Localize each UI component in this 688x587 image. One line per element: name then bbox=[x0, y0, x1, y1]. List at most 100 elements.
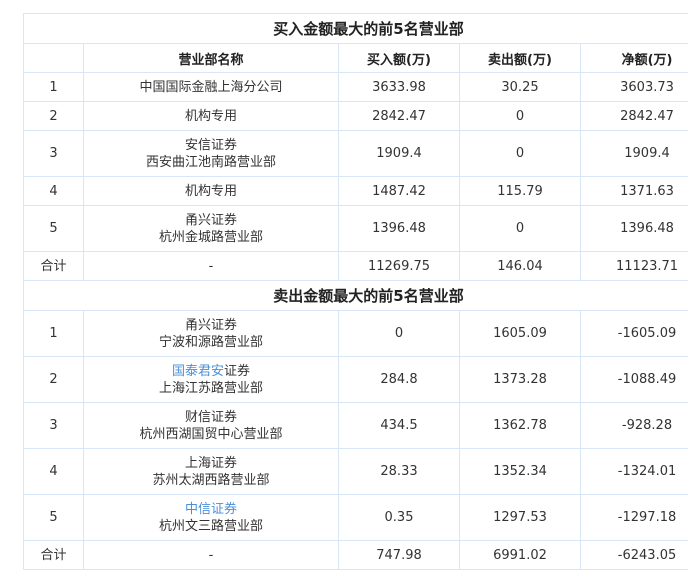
rank-cell: 1 bbox=[23, 310, 84, 357]
buy-amount-cell: 284.8 bbox=[338, 356, 460, 403]
buy-amount-cell: 434.5 bbox=[338, 402, 460, 449]
net-amount-cell: -1605.09 bbox=[579, 310, 688, 357]
broker-name: 机构专用 bbox=[84, 108, 338, 125]
branch-name: 上海江苏路营业部 bbox=[84, 380, 338, 397]
buy-amount-cell: 1487.42 bbox=[338, 176, 460, 206]
total-row: 合计 -747.98 6991.02 -6243.05 bbox=[23, 540, 688, 570]
sell-amount-cell: 1352.34 bbox=[459, 448, 581, 495]
rank-cell: 4 bbox=[23, 448, 84, 495]
name-text: 证券 bbox=[224, 363, 251, 379]
rank-header bbox=[23, 43, 84, 73]
name-text: 安信证券 bbox=[184, 137, 237, 153]
rank-cell: 3 bbox=[23, 130, 84, 177]
buy-amount-cell: 1396.48 bbox=[338, 205, 460, 252]
rank-cell: 2 bbox=[23, 356, 84, 403]
broker-name: 安信证券 bbox=[84, 137, 338, 154]
total-row: 合计 -11269.75 146.04 11123.71 bbox=[23, 251, 688, 281]
net-amount-cell: 1396.48 bbox=[579, 205, 688, 252]
name-text: 上海证券 bbox=[184, 455, 237, 471]
broker-link[interactable]: 中信证券 bbox=[184, 501, 237, 517]
broker-name-cell: 上海证券 苏州太湖西路营业部 bbox=[83, 448, 339, 495]
total-name: - bbox=[83, 251, 339, 281]
total-name: - bbox=[83, 540, 339, 570]
table-row: 5 中信证券 杭州文三路营业部 0.35 1297.53 -1297.18 bbox=[23, 494, 688, 541]
net-amount-cell: 1371.63 bbox=[579, 176, 688, 206]
broker-name: 财信证券 bbox=[84, 409, 338, 426]
total-buy: 747.98 bbox=[338, 540, 460, 570]
buy-section-title-row: 买入金额最大的前5名营业部 bbox=[22, 13, 688, 44]
branch-name: 杭州金城路营业部 bbox=[84, 229, 338, 246]
total-label: 合计 bbox=[23, 251, 84, 281]
broker-name-cell: 国泰君安证券 上海江苏路营业部 bbox=[83, 356, 339, 403]
sell-amount-cell: 1362.78 bbox=[459, 402, 581, 449]
name-text: 机构专用 bbox=[184, 108, 237, 124]
broker-name: 机构专用 bbox=[84, 183, 338, 200]
sell-amount-cell: 1373.28 bbox=[459, 356, 581, 403]
sell-amount-cell: 0 bbox=[459, 101, 581, 131]
broker-name: 中信证券 bbox=[84, 501, 338, 518]
net-amount-cell: 2842.47 bbox=[579, 101, 688, 131]
broker-name: 中国国际金融上海分公司 bbox=[84, 79, 338, 96]
rank-cell: 4 bbox=[23, 176, 84, 206]
branch-name: 杭州文三路营业部 bbox=[84, 518, 338, 535]
branch-name: 苏州太湖西路营业部 bbox=[84, 472, 338, 489]
broker-name: 上海证券 bbox=[84, 455, 338, 472]
buy-amount-cell: 0.35 bbox=[338, 494, 460, 541]
sell-amount-cell: 30.25 bbox=[459, 72, 581, 102]
branch-name: 杭州西湖国贸中心营业部 bbox=[84, 426, 338, 443]
name-text: 宁波和源路营业部 bbox=[158, 334, 263, 350]
table-row: 5 甬兴证券 杭州金城路营业部 1396.48 0 1396.48 bbox=[23, 205, 688, 252]
sell-amount-cell: 1605.09 bbox=[459, 310, 581, 357]
total-label: 合计 bbox=[23, 540, 84, 570]
table-row: 4 机构专用 1487.42 115.79 1371.63 bbox=[23, 176, 688, 206]
broker-name-header: 营业部名称 bbox=[83, 43, 339, 73]
sell-section-title: 卖出金额最大的前5名营业部 bbox=[22, 280, 688, 311]
broker-name-cell: 安信证券 西安曲江池南路营业部 bbox=[83, 130, 339, 177]
total-buy: 11269.75 bbox=[338, 251, 460, 281]
net-amount-cell: -928.28 bbox=[579, 402, 688, 449]
name-text: 杭州文三路营业部 bbox=[158, 518, 263, 534]
sell-header: 卖出额(万) bbox=[459, 43, 581, 73]
total-sell: 146.04 bbox=[459, 251, 581, 281]
name-text: 杭州西湖国贸中心营业部 bbox=[139, 426, 283, 442]
table-row: 2 国泰君安证券 上海江苏路营业部 284.8 1373.28 -1088.49 bbox=[23, 356, 688, 403]
rank-cell: 2 bbox=[23, 101, 84, 131]
name-text: 甬兴证券 bbox=[184, 317, 237, 333]
rank-cell: 1 bbox=[23, 72, 84, 102]
sell-amount-cell: 0 bbox=[459, 205, 581, 252]
buy-amount-cell: 1909.4 bbox=[338, 130, 460, 177]
header-row: 营业部名称 买入额(万) 卖出额(万) 净额(万) bbox=[23, 43, 688, 73]
broker-name: 国泰君安证券 bbox=[84, 363, 338, 380]
name-text: 财信证券 bbox=[184, 409, 237, 425]
net-amount-cell: -1297.18 bbox=[579, 494, 688, 541]
buy-amount-cell: 0 bbox=[338, 310, 460, 357]
table-row: 2 机构专用 2842.47 0 2842.47 bbox=[23, 101, 688, 131]
table-row: 3 安信证券 西安曲江池南路营业部 1909.4 0 1909.4 bbox=[23, 130, 688, 177]
broker-name-cell: 中国国际金融上海分公司 bbox=[83, 72, 339, 102]
name-text: 杭州金城路营业部 bbox=[158, 229, 263, 245]
branch-name: 西安曲江池南路营业部 bbox=[84, 154, 338, 171]
broker-name-cell: 甬兴证券 宁波和源路营业部 bbox=[83, 310, 339, 357]
net-amount-cell: 3603.73 bbox=[579, 72, 688, 102]
broker-table: 买入金额最大的前5名营业部 营业部名称 买入额(万) 卖出额(万) 净额(万) 1 中国国际… bbox=[22, 13, 688, 570]
buy-amount-cell: 2842.47 bbox=[338, 101, 460, 131]
rank-cell: 5 bbox=[23, 494, 84, 541]
name-text: 机构专用 bbox=[184, 183, 237, 199]
broker-name: 甬兴证券 bbox=[84, 212, 338, 229]
total-net: -6243.05 bbox=[579, 540, 688, 570]
buy-amount-cell: 3633.98 bbox=[338, 72, 460, 102]
sell-amount-cell: 1297.53 bbox=[459, 494, 581, 541]
broker-name-cell: 财信证券 杭州西湖国贸中心营业部 bbox=[83, 402, 339, 449]
broker-name-cell: 机构专用 bbox=[83, 176, 339, 206]
sell-amount-cell: 115.79 bbox=[459, 176, 581, 206]
name-text: 上海江苏路营业部 bbox=[158, 380, 263, 396]
name-text: 西安曲江池南路营业部 bbox=[145, 154, 276, 170]
rank-cell: 5 bbox=[23, 205, 84, 252]
name-text: 苏州太湖西路营业部 bbox=[152, 472, 270, 488]
net-amount-cell: -1088.49 bbox=[579, 356, 688, 403]
sell-section-title-row: 卖出金额最大的前5名营业部 bbox=[22, 280, 688, 311]
rank-cell: 3 bbox=[23, 402, 84, 449]
broker-link[interactable]: 国泰君安 bbox=[171, 363, 224, 379]
table-row: 4 上海证券 苏州太湖西路营业部 28.33 1352.34 -1324.01 bbox=[23, 448, 688, 495]
net-header: 净额(万) bbox=[579, 43, 688, 73]
